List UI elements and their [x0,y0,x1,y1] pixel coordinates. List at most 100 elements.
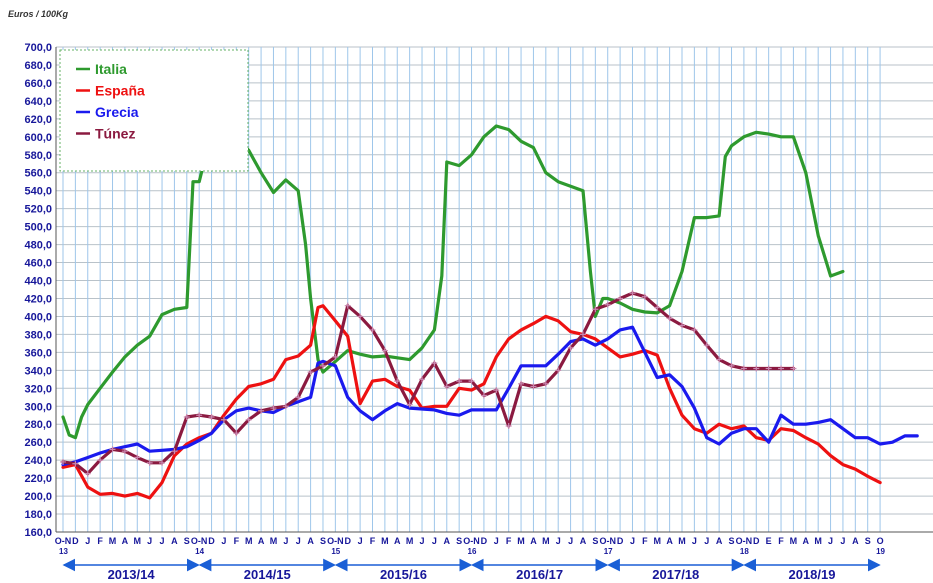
x-tick-label: O-N [327,536,344,546]
series-point-túnez [146,459,153,466]
series-point-túnez [282,403,289,410]
series-point-túnez [703,342,710,349]
legend-label: España [95,83,145,99]
x-tick-label: A [666,536,673,546]
series-point-túnez [319,362,326,369]
series-point-túnez [555,367,562,374]
y-tick-label: 300,0 [24,401,52,413]
series-point-túnez [295,394,302,401]
y-tick-label: 600,0 [24,132,52,144]
series-point-túnez [691,326,698,333]
series-point-túnez [753,365,760,372]
season-label: 2018/19 [788,567,835,582]
y-tick-label: 700,0 [24,42,52,54]
x-tick-label: D [753,536,760,546]
x-tick-label: S [865,536,871,546]
x-tick-label: J [296,536,301,546]
series-point-túnez [493,387,500,394]
season-label: 2014/15 [244,567,291,582]
x-tick-label: M [270,536,278,546]
x-tick-label: S [729,536,735,546]
y-tick-label: 220,0 [24,473,52,485]
x-tick-label: D [617,536,624,546]
y-tick-label: 160,0 [24,527,52,539]
x-tick-label: A [716,536,723,546]
series-point-túnez [468,378,475,385]
x-tick-label: D [72,536,79,546]
series-point-túnez [505,423,512,430]
series-point-túnez [456,378,463,385]
season-label: 2015/16 [380,567,427,582]
x-tick-label: O [877,536,884,546]
x-tick-label: M [814,536,822,546]
x-tick-label: D [481,536,488,546]
series-point-túnez [121,448,128,455]
y-tick-label: 360,0 [24,347,52,359]
series-point-túnez [592,306,599,313]
year-label: 13 [59,547,68,556]
x-tick-label: O-N [736,536,753,546]
x-tick-label: O-N [599,536,616,546]
x-tick-label: J [221,536,226,546]
vertical-gridlines [62,47,881,532]
y-tick-label: 260,0 [24,437,52,449]
year-label: 19 [876,547,885,556]
year-label: 18 [740,547,749,556]
series-point-túnez [171,448,178,455]
legend-label: Túnez [95,126,135,142]
x-tick-label: M [245,536,253,546]
series-point-túnez [369,326,376,333]
series-point-túnez [679,322,685,329]
series-point-túnez [579,331,586,338]
y-tick-label: 340,0 [24,365,52,377]
year-label: 17 [604,547,613,556]
series-point-túnez [97,457,104,464]
x-tick-label: M [381,536,389,546]
y-tick-label: 640,0 [24,96,52,108]
y-tick-label: 280,0 [24,419,52,431]
legend: Italia España Grecia Túnez [59,49,249,172]
y-tick-label: 240,0 [24,455,52,467]
series-point-túnez [716,356,723,363]
x-tick-label: F [506,536,512,546]
x-tick-label: F [642,536,648,546]
year-tick-labels: 13 14 15 16 17 18 19 [59,547,886,556]
y-unit-label: Euros / 100Kg [8,9,69,19]
series-point-túnez [629,290,636,297]
x-tick-label: S [184,536,190,546]
legend-box [59,49,249,172]
x-tick-label: J [283,536,288,546]
y-tick-label: 440,0 [24,276,52,288]
x-tick-label: F [778,536,784,546]
x-tick-labels: O-N D J F M A M J J A S O-N D J F M A M J J A S O-N D J F M A M J J A S O… [55,536,884,546]
series-point-túnez [134,454,141,461]
x-tick-label: A [444,536,451,546]
y-tick-label: 560,0 [24,168,52,180]
legend-label: Italia [95,61,127,77]
x-tick-label: J [147,536,152,546]
y-tick-label: 320,0 [24,383,52,395]
series-point-túnez [245,416,252,423]
y-tick-label: 680,0 [24,60,52,72]
series-point-túnez [220,416,227,423]
series-line-italia [61,124,845,440]
series-point-túnez [518,380,525,387]
y-tick-label: 500,0 [24,222,52,234]
y-tick-label: 620,0 [24,114,52,126]
year-label: 15 [331,547,340,556]
legend-label: Grecia [95,104,139,120]
x-tick-label: J [160,536,165,546]
x-tick-label: S [320,536,326,546]
x-tick-label: A [530,536,537,546]
x-tick-label: J [85,536,90,546]
x-tick-label: M [790,536,798,546]
series-line-túnez [61,291,796,476]
series-point-túnez [307,369,314,376]
x-tick-label: F [97,536,103,546]
x-tick-label: J [692,536,697,546]
y-tick-labels: 160,0 180,0 200,0 220,0 240,0 260,0 280,0 300,0… [24,42,52,539]
y-tick-label: 580,0 [24,150,52,162]
series-point-túnez [344,302,351,309]
series-line-grecia [61,325,919,467]
